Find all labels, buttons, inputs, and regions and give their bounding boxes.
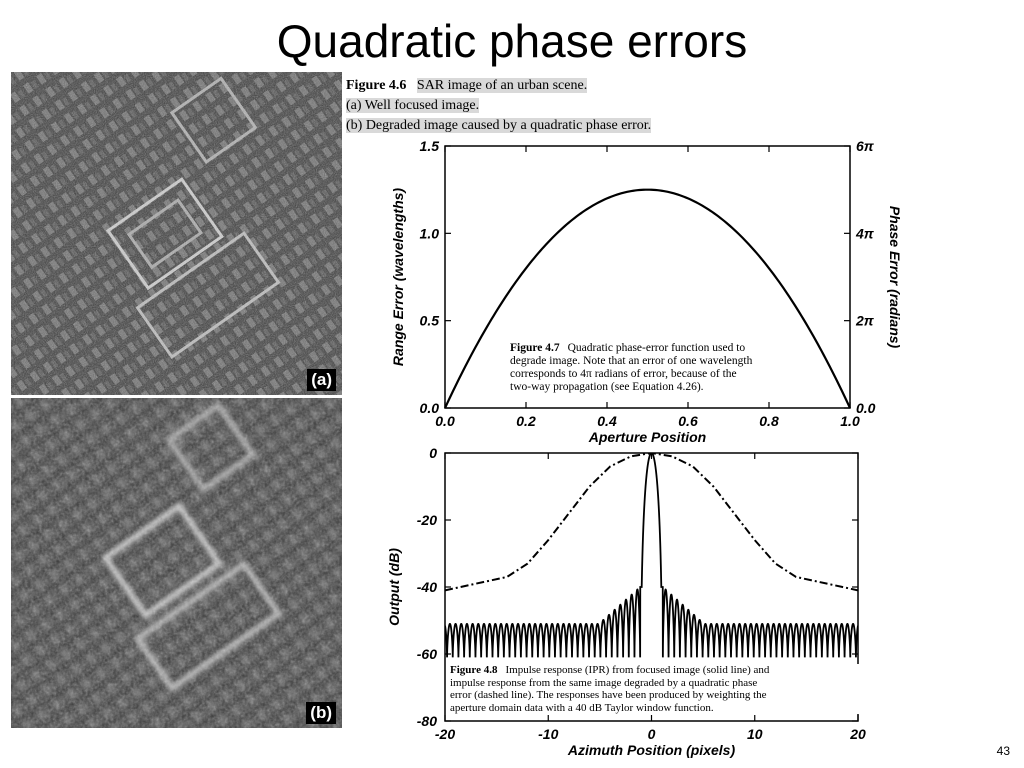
figure-4-7-caption-line-1: Quadratic phase-error function used to (567, 342, 746, 354)
y-tick-label: 0.0 (420, 400, 440, 416)
figure-4-7-caption: Figure 4.7 Quadratic phase-error function… (510, 342, 800, 394)
sar-texture-focused (11, 72, 342, 395)
figure-4-7-caption-line-3: corresponds to 4π radians of error, beca… (510, 368, 737, 380)
y-tick-label: 1.5 (420, 138, 440, 154)
y-tick-label: -60 (417, 646, 437, 662)
figure-4-6-caption: Figure 4.6 SAR image of an urban scene. … (346, 76, 726, 136)
figure-4-8-number: Figure 4.8 (450, 664, 498, 676)
figure-4-7-chart: 0.0 0.2 0.4 0.6 0.8 1.00.00.51.01.50.02π4π6πA… (390, 138, 903, 445)
x-tick-label: 0.0 (435, 413, 455, 429)
figure-4-8-caption: Figure 4.8 Impulse response (IPR) from fo… (450, 664, 860, 714)
sar-image-focused: (a) (11, 72, 342, 395)
figure-4-8-caption-line-2: impulse response from the same image deg… (450, 676, 758, 689)
x-tick-label: 20 (849, 726, 866, 742)
plot-frame (444, 145, 851, 409)
slide-title: Quadratic phase errors (276, 15, 748, 67)
y-tick-label: -20 (417, 512, 437, 528)
x-tick-label: 0 (648, 726, 656, 742)
y2-tick-label: 2π (855, 313, 875, 329)
y-tick-label: 1.0 (420, 225, 440, 241)
figure-4-7-caption-line-4: two-way propagation (see Equation 4.26). (510, 381, 704, 393)
figure-4-7-caption-line-2: degrade image. Note that an error of one… (510, 355, 753, 367)
x-tick-label: 0.4 (597, 413, 617, 429)
x-axis-label: Aperture Position (588, 429, 706, 445)
y-tick-label: -80 (417, 713, 437, 729)
figure-4-6-title: SAR image of an urban scene. (416, 78, 588, 93)
ipr-focused-line (445, 453, 858, 658)
page-number: 43 (996, 744, 1010, 758)
y-axis-label: Output (dB) (386, 548, 402, 626)
figure-4-8-caption-line-4: aperture domain data with a 40 dB Taylor… (450, 701, 714, 714)
y-tick-label: 0.5 (420, 313, 440, 329)
x-tick-label: 0.2 (516, 413, 536, 429)
sar-texture-degraded (11, 398, 342, 728)
figure-4-8-caption-line-3: error (dashed line). The responses have … (450, 689, 767, 701)
y-axis-label: Range Error (wavelengths) (390, 188, 406, 366)
y-tick-label: 0 (429, 445, 437, 461)
x-tick-label: -10 (538, 726, 558, 742)
figure-4-6-number: Figure 4.6 (346, 78, 407, 93)
figure-4-6-line-b: (b) Degraded image caused by a quadratic… (346, 118, 652, 133)
panel-label-b: (b) (306, 702, 336, 724)
y-tick-label: -40 (417, 579, 437, 595)
phase-error-curve (444, 188, 851, 409)
x-tick-label: 0.8 (759, 413, 779, 429)
x-tick-label: 1.0 (840, 413, 860, 429)
x-axis-label: Azimuth Position (pixels) (567, 742, 736, 758)
figure-4-6-line-a: (a) Well focused image. (346, 98, 480, 113)
y2-tick-label: 4π (855, 225, 875, 241)
y2-tick-label: 0.0 (856, 400, 876, 416)
x-tick-label: 10 (747, 726, 763, 742)
plot-area (445, 453, 858, 658)
figure-4-7-number: Figure 4.7 (510, 342, 560, 354)
x-tick-label: 0.6 (678, 413, 698, 429)
ipr-degraded-line (445, 453, 858, 592)
figure-4-8-chart: -20 -10 0 10 20 0 -20 -40 -60 -80 Azimuth Position… (386, 445, 866, 758)
x-tick-label: -20 (435, 726, 455, 742)
sar-image-degraded: (b) (11, 398, 342, 728)
panel-label-a: (a) (307, 369, 336, 391)
figure-4-8-caption-line-1: Impulse response (IPR) from focused imag… (505, 664, 770, 676)
y2-axis-label: Phase Error (radians) (887, 206, 903, 349)
y2-tick-label: 6π (856, 138, 875, 154)
